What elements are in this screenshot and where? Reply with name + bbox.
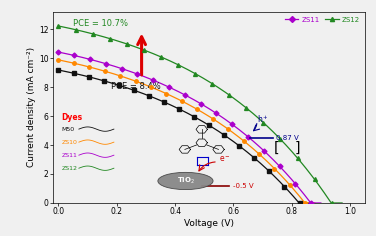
Text: ZS11: ZS11 [61,153,77,158]
Text: PCE = 10.7%: PCE = 10.7% [73,19,128,28]
Y-axis label: Current density (mA cm⁻²): Current density (mA cm⁻²) [27,47,36,168]
Legend: ZS11, ZS12: ZS11, ZS12 [283,15,361,24]
Text: Dyes: Dyes [61,113,82,122]
X-axis label: Voltage (V): Voltage (V) [184,219,233,228]
Text: ZS12: ZS12 [61,166,77,171]
Text: M50: M50 [61,126,74,132]
Text: PCE = 8.4%: PCE = 8.4% [111,82,161,91]
Text: ZS10: ZS10 [61,140,77,145]
